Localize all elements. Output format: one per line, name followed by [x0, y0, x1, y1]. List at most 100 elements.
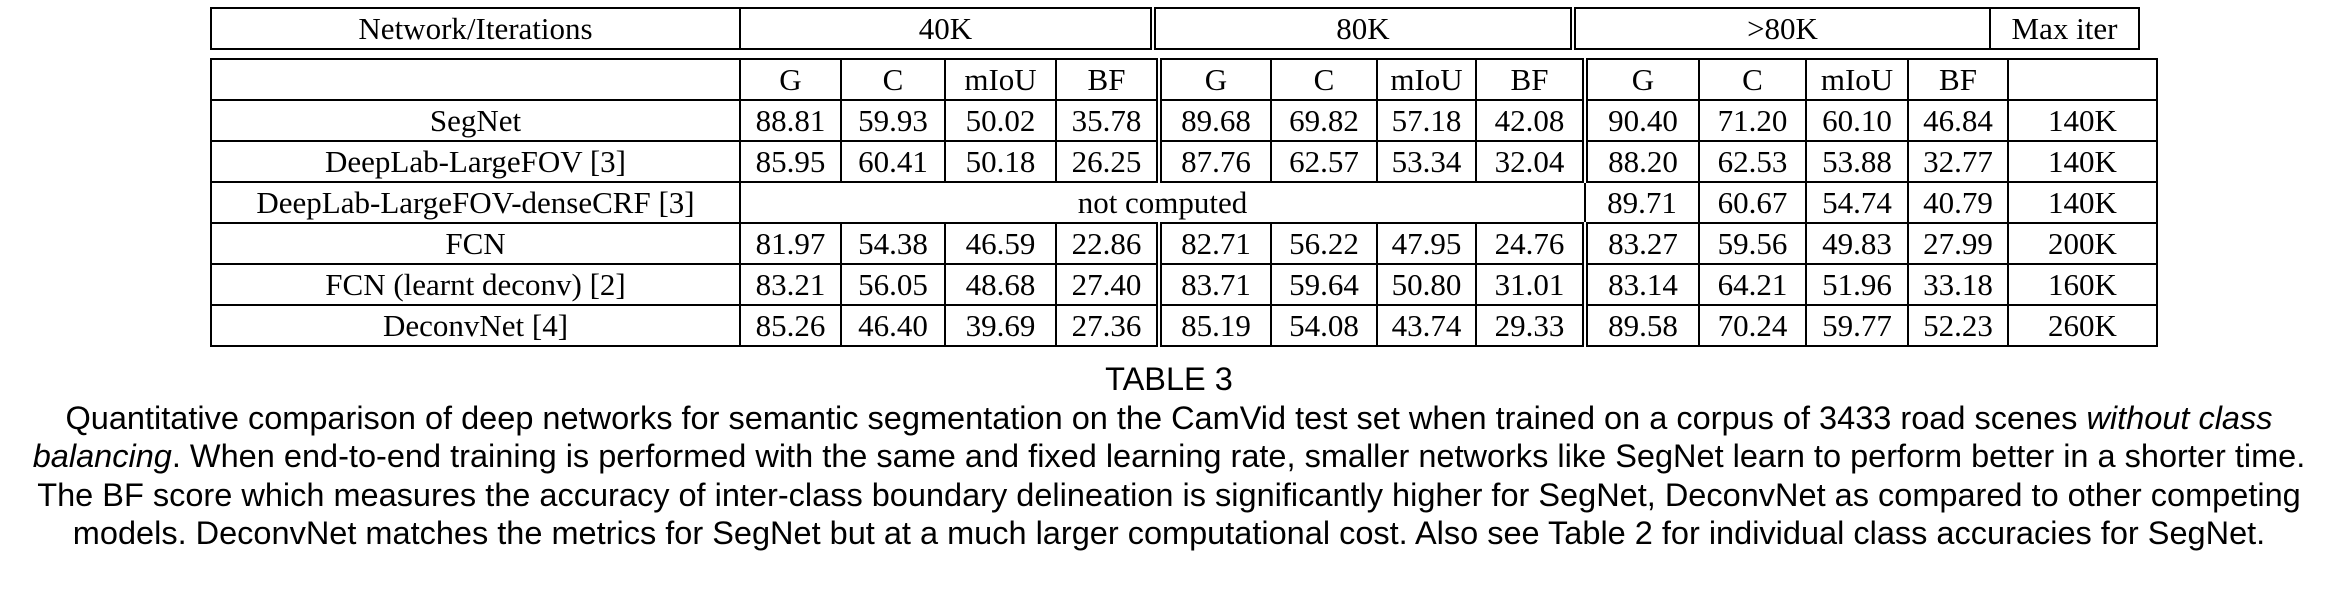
row-name: FCN (learnt deconv) [2]	[210, 263, 741, 306]
data-row: DeepLab-LargeFOV [3] 85.95 60.41 50.18 26.25…	[210, 140, 2158, 183]
sub-header-cell: BF	[1475, 58, 1588, 101]
sub-header-cell: BF	[1907, 58, 2009, 101]
value-cell: 31.01	[1475, 263, 1588, 306]
value-cell: 42.08	[1475, 99, 1588, 142]
value-cell: 90.40	[1584, 99, 1700, 142]
value-cell: 54.38	[840, 222, 946, 265]
group-header-cell: Network/Iterations	[210, 7, 741, 50]
max-iter-cell: 200K	[2007, 222, 2158, 265]
value-cell: 53.88	[1805, 140, 1909, 183]
group-header-cell: 80K	[1152, 7, 1576, 50]
value-cell: 39.69	[944, 304, 1057, 347]
value-cell: 89.71	[1584, 181, 1700, 224]
value-cell: 51.96	[1805, 263, 1909, 306]
value-cell: 59.56	[1698, 222, 1807, 265]
value-cell: 26.25	[1055, 140, 1162, 183]
max-iter-cell: 140K	[2007, 140, 2158, 183]
max-iter-cell: 140K	[2007, 181, 2158, 224]
empty-cell	[210, 58, 741, 101]
value-cell: 81.97	[739, 222, 842, 265]
value-cell: 40.79	[1907, 181, 2009, 224]
max-iter-cell: 260K	[2007, 304, 2158, 347]
value-cell: 87.76	[1158, 140, 1272, 183]
value-cell: 57.18	[1376, 99, 1477, 142]
value-cell: 52.23	[1907, 304, 2009, 347]
value-cell: 27.36	[1055, 304, 1162, 347]
sub-header-cell: mIoU	[944, 58, 1057, 101]
caption-text-before: Quantitative comparison of deep networks…	[65, 399, 2078, 436]
sub-header-cell: BF	[1055, 58, 1162, 101]
value-cell: 70.24	[1698, 304, 1807, 347]
row-name: SegNet	[210, 99, 741, 142]
value-cell: 85.26	[739, 304, 842, 347]
sub-header-cell: G	[739, 58, 842, 101]
group-header-cell: 40K	[739, 7, 1156, 50]
row-name: DeconvNet [4]	[210, 304, 741, 347]
value-cell: 48.68	[944, 263, 1057, 306]
row-name: DeepLab-LargeFOV-denseCRF [3]	[210, 181, 741, 224]
sub-header-cell: C	[1698, 58, 1807, 101]
value-cell: 35.78	[1055, 99, 1162, 142]
sub-header-cell: C	[1270, 58, 1378, 101]
sub-header-cell: G	[1158, 58, 1272, 101]
value-cell: 50.02	[944, 99, 1057, 142]
value-cell: 89.58	[1584, 304, 1700, 347]
value-cell: 50.80	[1376, 263, 1477, 306]
value-cell: 59.93	[840, 99, 946, 142]
value-cell: 83.27	[1584, 222, 1700, 265]
group-header-cell: Max iter	[1989, 7, 2140, 50]
value-cell: 43.74	[1376, 304, 1477, 347]
value-cell: 88.81	[739, 99, 842, 142]
value-cell: 60.67	[1698, 181, 1807, 224]
group-header-table: Network/Iterations 40K 80K >80K Max iter	[210, 7, 2140, 50]
max-iter-cell: 160K	[2007, 263, 2158, 306]
value-cell: 49.83	[1805, 222, 1909, 265]
data-row: FCN 81.97 54.38 46.59 22.86 82.71 56.22 47.95 24…	[210, 222, 2158, 265]
value-cell: 56.22	[1270, 222, 1378, 265]
value-cell: 59.64	[1270, 263, 1378, 306]
caption-label: TABLE 3	[1105, 361, 1233, 397]
value-cell: 46.84	[1907, 99, 2009, 142]
value-cell: 64.21	[1698, 263, 1807, 306]
caption-text-after: . When end-to-end training is performed …	[37, 438, 2306, 551]
value-cell: 32.04	[1475, 140, 1588, 183]
value-cell: 83.71	[1158, 263, 1272, 306]
sub-header-cell: mIoU	[1376, 58, 1477, 101]
data-row: SegNet 88.81 59.93 50.02 35.78 89.68 69.82 57.1…	[210, 99, 2158, 142]
value-cell: 54.74	[1805, 181, 1909, 224]
value-cell: 22.86	[1055, 222, 1162, 265]
caption-text: Quantitative comparison of deep networks…	[8, 399, 2330, 553]
value-cell: 56.05	[840, 263, 946, 306]
value-cell: 32.77	[1907, 140, 2009, 183]
data-row: FCN (learnt deconv) [2] 83.21 56.05 48.68 27…	[210, 263, 2158, 306]
value-cell: 46.59	[944, 222, 1057, 265]
value-cell: 71.20	[1698, 99, 1807, 142]
value-cell: 85.19	[1158, 304, 1272, 347]
value-cell: 54.08	[1270, 304, 1378, 347]
row-name: DeepLab-LargeFOV [3]	[210, 140, 741, 183]
value-cell: 27.99	[1907, 222, 2009, 265]
sub-header-cell: C	[840, 58, 946, 101]
value-cell: 83.14	[1584, 263, 1700, 306]
value-cell: 27.40	[1055, 263, 1162, 306]
value-cell: 24.76	[1475, 222, 1588, 265]
value-cell: 60.41	[840, 140, 946, 183]
value-cell: 85.95	[739, 140, 842, 183]
value-cell: 82.71	[1158, 222, 1272, 265]
data-row: DeconvNet [4] 85.26 46.40 39.69 27.36 85.19 54…	[210, 304, 2158, 347]
value-cell: 29.33	[1475, 304, 1588, 347]
empty-cell	[2007, 58, 2158, 101]
value-cell: 46.40	[840, 304, 946, 347]
row-name: FCN	[210, 222, 741, 265]
max-iter-cell: 140K	[2007, 99, 2158, 142]
value-cell: 62.53	[1698, 140, 1807, 183]
group-header-cell: >80K	[1572, 7, 1991, 50]
value-cell: 59.77	[1805, 304, 1909, 347]
sub-header-cell: G	[1584, 58, 1700, 101]
value-cell: 88.20	[1584, 140, 1700, 183]
value-cell: 69.82	[1270, 99, 1378, 142]
value-cell: 50.18	[944, 140, 1057, 183]
